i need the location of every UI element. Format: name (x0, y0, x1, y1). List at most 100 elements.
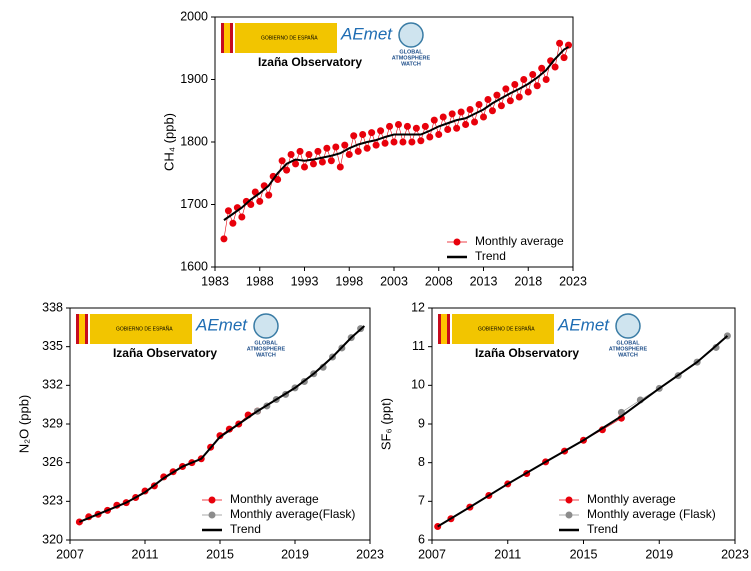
data-point (439, 113, 447, 121)
logo-text: ATMOSPHERE (392, 55, 431, 61)
logo-gaw (615, 313, 641, 339)
y-tick-label: 9 (418, 416, 425, 430)
data-point (542, 76, 550, 83)
logo-government (452, 314, 554, 344)
data-point (368, 129, 376, 137)
x-tick-label: 2007 (56, 547, 84, 561)
data-point (538, 64, 546, 72)
data-point (408, 138, 416, 146)
logo-text: GLOBAL (616, 340, 640, 346)
logo-text: ATMOSPHERE (609, 346, 648, 352)
y-tick-label: 326 (42, 455, 63, 469)
data-point (256, 197, 264, 205)
y-axis-label: SF₆ (ppt) (378, 398, 393, 450)
data-point (533, 82, 541, 90)
logo-government (90, 314, 192, 344)
data-point (444, 126, 452, 133)
data-point (390, 138, 398, 146)
logo-gaw (398, 22, 424, 48)
y-tick-label: 1700 (180, 197, 208, 211)
data-point (497, 102, 505, 110)
data-point (448, 110, 456, 118)
data-point (224, 207, 232, 215)
x-tick-label: 2023 (356, 547, 384, 561)
logo-aemet: AEmet (195, 315, 248, 334)
data-point (417, 137, 425, 145)
data-point (421, 122, 429, 130)
legend-marker (208, 511, 216, 519)
data-point (314, 147, 322, 155)
data-point (327, 157, 335, 165)
data-point (484, 96, 492, 103)
data-point (319, 363, 327, 371)
data-point (394, 121, 402, 128)
data-point (332, 143, 340, 151)
logo-text: GOBIERNO DE ESPAÑA (116, 325, 173, 332)
x-tick-label: 2003 (380, 274, 408, 288)
data-point (292, 160, 300, 168)
data-point (471, 118, 479, 126)
y-axis-label: N₂O (ppb) (16, 395, 31, 454)
data-point (435, 131, 443, 138)
data-point (556, 39, 564, 47)
data-point (712, 343, 720, 351)
logo-aemet: AEmet (340, 24, 393, 43)
data-point (430, 116, 438, 124)
data-point (475, 101, 483, 108)
data-point (457, 108, 465, 116)
data-point (426, 133, 434, 141)
data-point (412, 124, 420, 132)
logo-government (235, 23, 337, 53)
trend-line (78, 325, 366, 523)
x-tick-label: 2019 (645, 547, 673, 561)
data-point (403, 122, 411, 130)
x-tick-label: 2019 (281, 547, 309, 561)
logo-text: GOBIERNO DE ESPAÑA (261, 34, 318, 41)
data-point (336, 163, 344, 171)
legend-marker (565, 511, 573, 519)
y-tick-label: 2000 (180, 9, 208, 23)
data-point (274, 176, 282, 183)
y-tick-label: 8 (418, 455, 425, 469)
logo-aemet: AEmet (557, 315, 610, 334)
data-point (359, 131, 367, 138)
data-point (453, 124, 461, 132)
x-tick-label: 2023 (559, 274, 587, 288)
y-tick-label: 1800 (180, 134, 208, 148)
logo-text: ATMOSPHERE (247, 346, 286, 352)
data-point (301, 163, 308, 171)
y-tick-label: 329 (42, 416, 63, 430)
legend-marker (453, 238, 461, 246)
logo-text: WATCH (256, 352, 276, 358)
trend-line (437, 335, 729, 528)
y-tick-label: 320 (42, 532, 63, 546)
data-point (560, 54, 568, 62)
data-point (386, 122, 394, 130)
data-point (502, 85, 510, 93)
logo-gaw (253, 313, 279, 339)
x-tick-label: 2007 (418, 547, 446, 561)
data-point (265, 191, 273, 199)
legend-marker (208, 496, 216, 504)
logo-text: GLOBAL (254, 340, 278, 346)
data-point (466, 106, 474, 113)
annotation: Izaña Observatory (113, 346, 217, 360)
legend-label: Trend (587, 522, 618, 536)
y-tick-label: 1900 (180, 72, 208, 86)
x-tick-label: 2013 (470, 274, 498, 288)
data-point (462, 121, 470, 128)
legend-label: Trend (230, 522, 261, 536)
logo-text: WATCH (618, 352, 638, 358)
data-point (251, 188, 259, 196)
data-point (229, 219, 237, 227)
logo-flag-band (441, 314, 447, 344)
y-tick-label: 6 (418, 532, 425, 546)
data-point (305, 151, 313, 158)
logo-text: GLOBAL (399, 49, 423, 55)
data-point (354, 147, 362, 155)
legend-label: Monthly average (475, 234, 564, 248)
x-tick-label: 1983 (201, 274, 229, 288)
data-point (220, 235, 228, 243)
logo-flag-band (224, 23, 230, 53)
y-tick-label: 332 (42, 378, 63, 392)
